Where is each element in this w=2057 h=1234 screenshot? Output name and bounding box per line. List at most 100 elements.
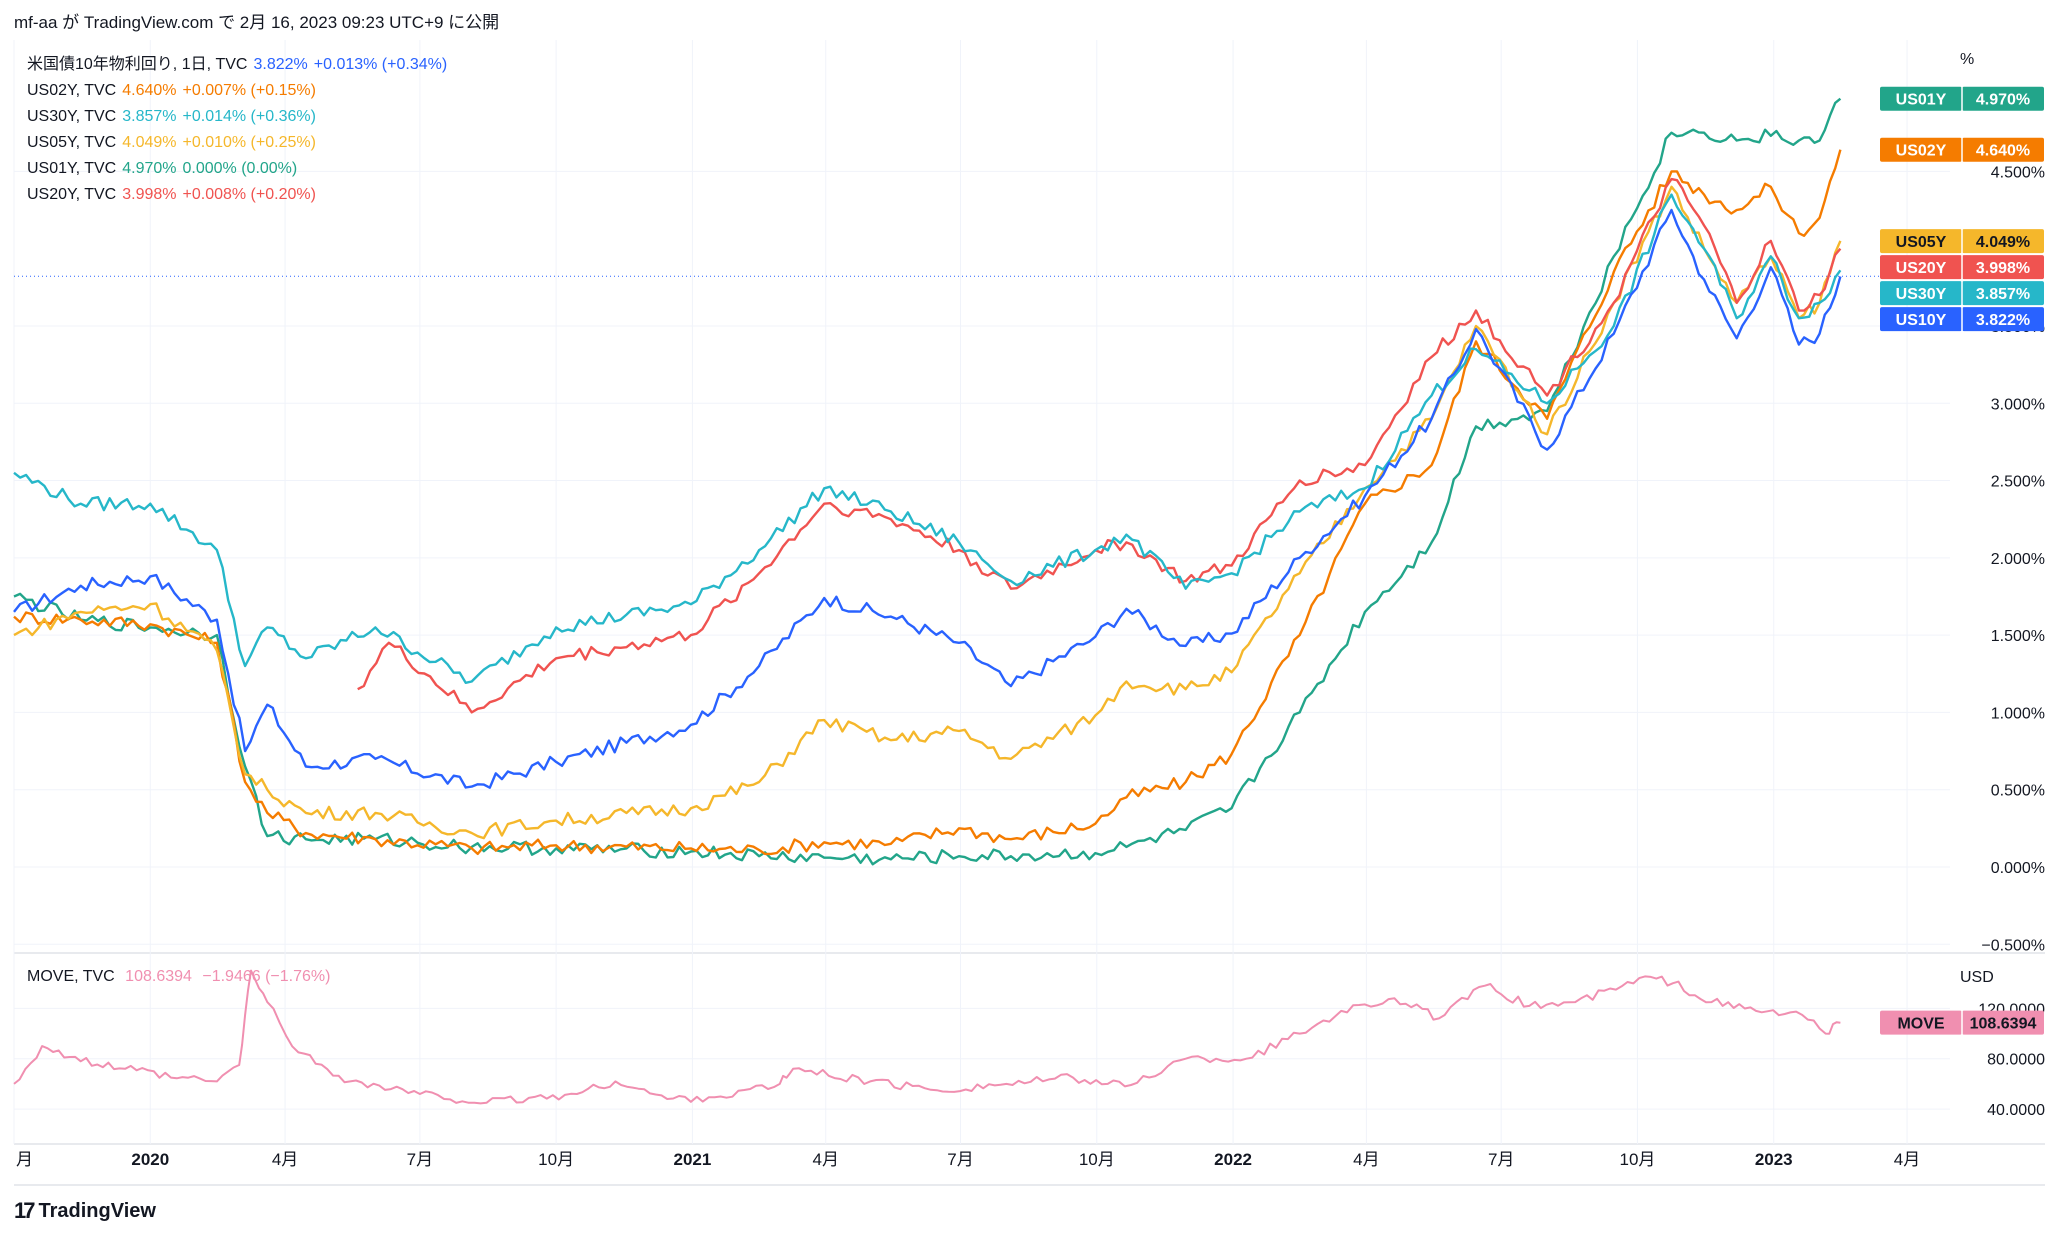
series-badge-value: 3.822% bbox=[1976, 312, 2030, 329]
y-tick-label: −0.500% bbox=[1981, 937, 2045, 954]
move-y-tick-label: 40.0000 bbox=[1987, 1102, 2045, 1119]
publish-header: mf-aa が TradingView.com で 2月 16, 2023 09… bbox=[14, 13, 500, 32]
legend-change: +0.013% (+0.34%) bbox=[313, 56, 448, 73]
series-badge-value: 4.970% bbox=[1976, 92, 2030, 109]
legend-change: +0.008% (+0.20%) bbox=[182, 186, 316, 203]
y-tick-label: 3.000% bbox=[1991, 396, 2045, 413]
series-badge-value-bg bbox=[1962, 281, 2044, 306]
move-y-tick-label: 80.0000 bbox=[1987, 1052, 2045, 1069]
price-badge-us05y[interactable]: US05Y 4.049% bbox=[1880, 229, 2044, 254]
legend-row-us10y[interactable]: 米国債10年物利回り, 1日, TVC 3.822% +0.013% (+0.34%… bbox=[27, 52, 453, 78]
price-badge-us10y[interactable]: US10Y 3.822% bbox=[1880, 307, 2044, 332]
legend-change: 0.000% (0.00%) bbox=[182, 160, 298, 177]
series-badge-name-bg bbox=[1880, 307, 1962, 332]
series-line-us20y bbox=[357, 177, 1842, 714]
series-badge-value: 3.857% bbox=[1976, 286, 2030, 303]
legend-value: 4.049% bbox=[122, 134, 177, 151]
series-badge-value-bg bbox=[1962, 86, 2044, 111]
series-badge-value-bg bbox=[1962, 255, 2044, 280]
series-line-us10y bbox=[13, 208, 1842, 789]
legend-row-us20y[interactable]: US20Y, TVC 3.998% +0.008% (+0.20%) bbox=[27, 182, 453, 208]
move-y-axis-unit: USD bbox=[1960, 969, 1994, 986]
series-badge-name: US10Y bbox=[1896, 312, 1947, 329]
move-legend[interactable]: MOVE, TVC 108.6394 −1.9466 (−1.76%) bbox=[27, 968, 330, 986]
legend-ticker: MOVE, TVC bbox=[27, 968, 115, 985]
series-line-us02y bbox=[13, 149, 1842, 856]
legend-ticker: 米国債10年物利回り, 1日, TVC bbox=[27, 56, 248, 73]
legend-value: 3.857% bbox=[122, 108, 177, 125]
series-badge-value-bg bbox=[1962, 1010, 2044, 1035]
price-badge-us01y[interactable]: US01Y 4.970% bbox=[1880, 86, 2044, 111]
series-badge-name-bg bbox=[1880, 281, 1962, 306]
x-tick-label: 月 bbox=[16, 1150, 33, 1169]
x-tick-label: 2021 bbox=[674, 1150, 712, 1169]
legend-change: +0.014% (+0.36%) bbox=[182, 108, 316, 125]
legend-row-us01y[interactable]: US01Y, TVC 4.970% 0.000% (0.00%) bbox=[27, 156, 453, 182]
main-legend: 米国債10年物利回り, 1日, TVC 3.822% +0.013% (+0.34%… bbox=[27, 52, 453, 208]
series-badge-value-bg bbox=[1962, 229, 2044, 254]
y-tick-label: 0.500% bbox=[1991, 783, 2045, 800]
x-tick-label: 7月 bbox=[947, 1150, 973, 1169]
series-badge-value-bg bbox=[1962, 307, 2044, 332]
tradingview-logo-icon: 17 bbox=[14, 1198, 36, 1223]
x-tick-label: 2020 bbox=[131, 1150, 169, 1169]
x-tick-label: 7月 bbox=[1488, 1150, 1514, 1169]
series-badge-name: US01Y bbox=[1896, 92, 1947, 109]
legend-ticker: US01Y, TVC bbox=[27, 160, 117, 177]
x-tick-label: 10月 bbox=[538, 1150, 574, 1169]
y-axis-unit: % bbox=[1960, 51, 1974, 68]
series-badge-name-bg bbox=[1880, 229, 1962, 254]
y-tick-label: 2.500% bbox=[1991, 474, 2045, 491]
series-badge-name: US05Y bbox=[1896, 234, 1947, 251]
series-badge-value-bg bbox=[1962, 137, 2044, 162]
x-tick-label: 7月 bbox=[407, 1150, 433, 1169]
legend-row-us02y[interactable]: US02Y, TVC 4.640% +0.007% (+0.15%) bbox=[27, 78, 453, 104]
legend-value: 108.6394 bbox=[125, 968, 192, 985]
series-badge-name: US20Y bbox=[1896, 260, 1947, 277]
series-badge-value: 4.640% bbox=[1976, 143, 2030, 160]
price-badge-move[interactable]: MOVE 108.6394 bbox=[1880, 1010, 2044, 1035]
y-tick-label: 4.500% bbox=[1991, 164, 2045, 181]
series-badge-name-bg bbox=[1880, 137, 1962, 162]
legend-row-us05y[interactable]: US05Y, TVC 4.049% +0.010% (+0.25%) bbox=[27, 130, 453, 156]
x-tick-label: 10月 bbox=[1619, 1150, 1655, 1169]
series-badge-name: US30Y bbox=[1896, 286, 1947, 303]
y-tick-label: 2.000% bbox=[1991, 551, 2045, 568]
tradingview-logo[interactable]: 17 TradingView bbox=[14, 1198, 156, 1224]
series-badge-value: 3.998% bbox=[1976, 260, 2030, 277]
series-badge-name: MOVE bbox=[1897, 1016, 1944, 1033]
series-badge-name-bg bbox=[1880, 255, 1962, 280]
legend-change: +0.007% (+0.15%) bbox=[182, 82, 316, 99]
price-badge-us30y[interactable]: US30Y 3.857% bbox=[1880, 281, 2044, 306]
series-badge-name-bg bbox=[1880, 1010, 1962, 1035]
legend-ticker: US20Y, TVC bbox=[27, 186, 117, 203]
x-tick-label: 4月 bbox=[812, 1150, 838, 1169]
y-tick-label: 1.500% bbox=[1991, 628, 2045, 645]
legend-change: +0.010% (+0.25%) bbox=[182, 134, 316, 151]
legend-value: 4.640% bbox=[122, 82, 177, 99]
x-tick-label: 4月 bbox=[272, 1150, 298, 1169]
x-tick-label: 10月 bbox=[1079, 1150, 1115, 1169]
series-badge-name: US02Y bbox=[1896, 143, 1947, 160]
y-tick-label: 0.000% bbox=[1991, 860, 2045, 877]
x-tick-label: 4月 bbox=[1894, 1150, 1920, 1169]
x-tick-label: 2023 bbox=[1755, 1150, 1793, 1169]
legend-change: −1.9466 (−1.76%) bbox=[202, 968, 331, 985]
brand-name: TradingView bbox=[38, 1199, 156, 1222]
series-line-us01y bbox=[13, 97, 1842, 866]
series-badge-name-bg bbox=[1880, 86, 1962, 111]
series-badge-value: 108.6394 bbox=[1970, 1016, 2037, 1033]
legend-ticker: US02Y, TVC bbox=[27, 82, 117, 99]
y-tick-label: 1.000% bbox=[1991, 705, 2045, 722]
series-badge-value: 4.049% bbox=[1976, 234, 2030, 251]
legend-ticker: US30Y, TVC bbox=[27, 108, 117, 125]
series-line-us30y bbox=[13, 193, 1842, 684]
legend-ticker: US05Y, TVC bbox=[27, 134, 117, 151]
price-badge-us20y[interactable]: US20Y 3.998% bbox=[1880, 255, 2044, 280]
x-tick-label: 2022 bbox=[1214, 1150, 1252, 1169]
x-tick-label: 4月 bbox=[1353, 1150, 1379, 1169]
legend-row-us30y[interactable]: US30Y, TVC 3.857% +0.014% (+0.36%) bbox=[27, 104, 453, 130]
series-line-us05y bbox=[13, 185, 1842, 840]
price-badge-us02y[interactable]: US02Y 4.640% bbox=[1880, 137, 2044, 162]
